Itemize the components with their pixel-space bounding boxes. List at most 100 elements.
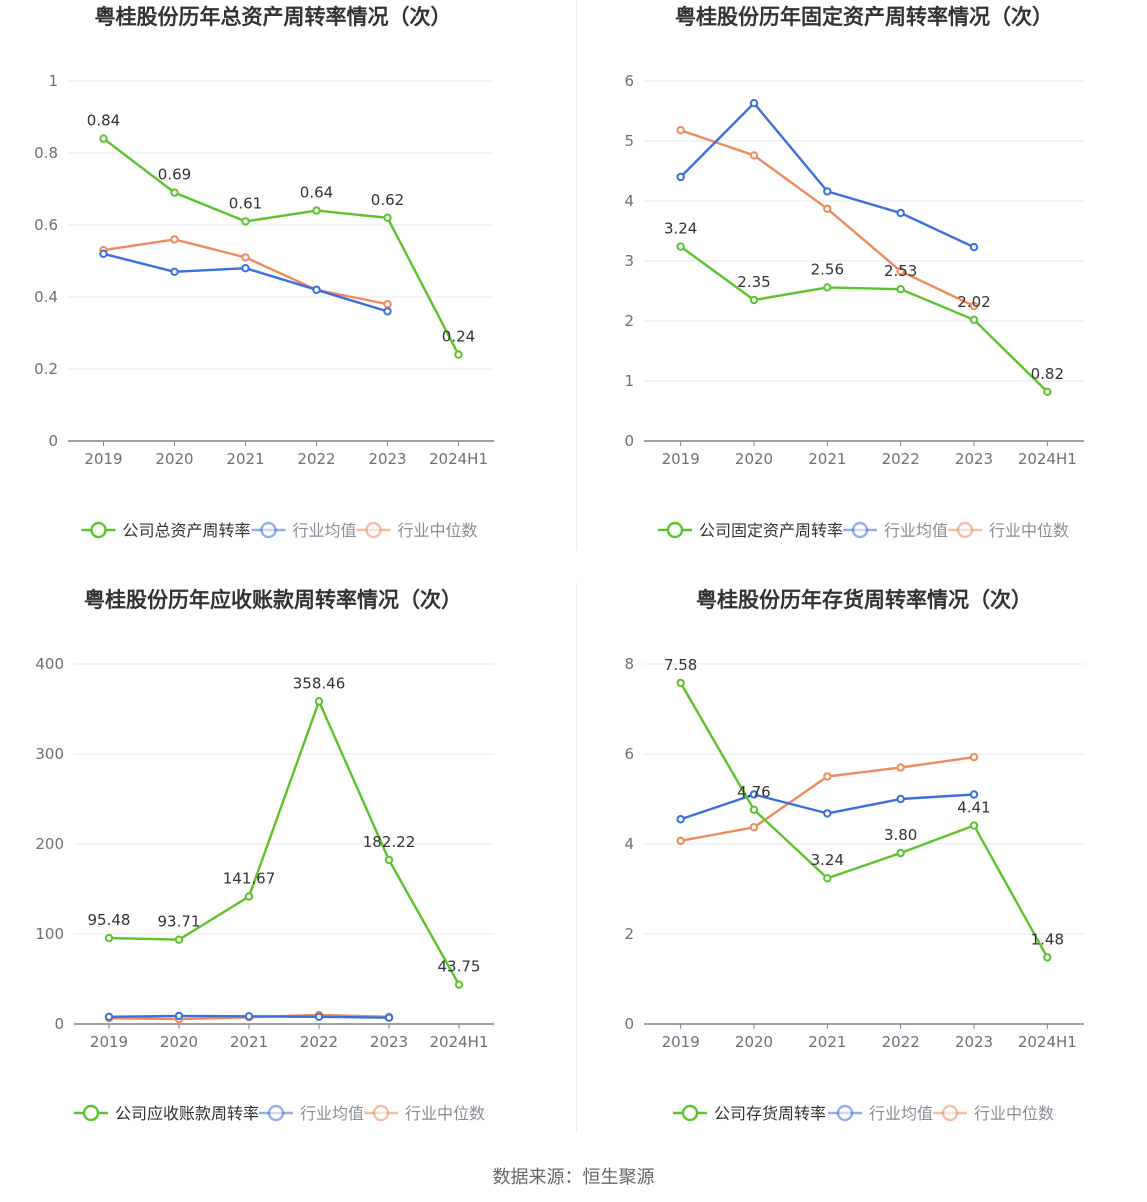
data-point[interactable]	[314, 1012, 324, 1021]
data-label: 0.64	[300, 184, 333, 202]
data-point[interactable]	[823, 772, 832, 781]
x-tick-label: 2023	[955, 1033, 993, 1051]
x-tick-label: 2020	[735, 450, 773, 468]
data-point[interactable]	[823, 204, 832, 214]
data-label: 0.82	[1031, 365, 1064, 383]
data-point[interactable]	[896, 267, 905, 276]
legend-marker-icon	[82, 1104, 100, 1122]
data-point[interactable]	[896, 794, 905, 804]
data-point[interactable]	[99, 249, 108, 259]
data-label: 2.35	[737, 273, 770, 291]
data-point[interactable]	[99, 134, 108, 143]
data-point[interactable]	[969, 821, 979, 830]
data-point[interactable]	[896, 763, 905, 772]
legend-item-1[interactable]: 行业均值	[251, 521, 357, 540]
data-point[interactable]	[170, 267, 179, 276]
data-point[interactable]	[454, 350, 463, 359]
y-tick-label: 4	[624, 192, 634, 210]
data-point[interactable]	[676, 172, 685, 182]
legend-item-1[interactable]: 行业均值	[259, 1104, 364, 1123]
legend-item-0[interactable]: 公司存货周转率	[673, 1104, 826, 1123]
data-point[interactable]	[969, 315, 979, 324]
data-point[interactable]	[1043, 387, 1052, 396]
y-tick-label: 0.2	[34, 360, 58, 378]
legend-label: 公司存货周转率	[714, 1104, 826, 1123]
data-point[interactable]	[454, 980, 464, 989]
data-point[interactable]	[749, 99, 759, 108]
data-point[interactable]	[749, 790, 759, 799]
series-line-1	[103, 252, 388, 313]
data-point[interactable]	[244, 892, 254, 901]
data-point[interactable]	[749, 805, 759, 815]
data-point[interactable]	[174, 1011, 184, 1021]
data-point[interactable]	[969, 301, 979, 311]
data-point[interactable]	[384, 1013, 394, 1022]
data-point[interactable]	[749, 823, 759, 832]
data-point[interactable]	[749, 151, 759, 160]
data-point[interactable]	[823, 283, 832, 292]
legend-item-0[interactable]: 公司总资产周转率	[81, 521, 251, 540]
y-tick-label: 3	[624, 252, 634, 270]
data-point[interactable]	[104, 1012, 114, 1021]
data-point[interactable]	[174, 935, 184, 944]
data-point[interactable]	[823, 809, 832, 818]
data-point[interactable]	[170, 188, 179, 197]
data-point[interactable]	[969, 243, 979, 252]
data-point[interactable]	[384, 855, 394, 865]
x-tick-label: 2024H1	[429, 450, 488, 468]
data-point[interactable]	[969, 790, 979, 799]
legend-label: 行业中位数	[398, 521, 478, 540]
data-point[interactable]	[314, 697, 324, 706]
y-tick-label: 200	[35, 835, 64, 853]
data-point[interactable]	[969, 752, 979, 762]
data-point[interactable]	[823, 187, 832, 196]
legend-marker-icon	[365, 521, 382, 539]
data-point[interactable]	[241, 217, 250, 226]
data-point[interactable]	[676, 836, 685, 846]
legend-item-2[interactable]: 行业中位数	[948, 521, 1069, 540]
legend-item-1[interactable]: 行业均值	[843, 521, 948, 540]
data-point[interactable]	[676, 678, 685, 688]
legend-item-0[interactable]: 公司应收账款周转率	[74, 1104, 259, 1123]
data-point[interactable]	[170, 235, 179, 244]
data-label: 358.46	[293, 674, 346, 692]
y-tick-label: 5	[624, 132, 634, 150]
legend-item-2[interactable]: 行业中位数	[356, 521, 478, 540]
data-point[interactable]	[383, 307, 392, 316]
data-point[interactable]	[676, 242, 685, 251]
data-point[interactable]	[383, 213, 392, 223]
y-tick-label: 2	[624, 312, 634, 330]
data-point[interactable]	[676, 815, 685, 824]
data-point[interactable]	[1043, 953, 1052, 962]
legend-item-2[interactable]: 行业中位数	[364, 1104, 485, 1123]
x-tick-label: 2020	[735, 1033, 773, 1051]
data-label: 0.24	[442, 328, 475, 346]
data-point[interactable]	[896, 208, 905, 218]
data-point[interactable]	[104, 933, 114, 943]
data-point[interactable]	[896, 285, 905, 294]
data-label: 3.24	[811, 851, 844, 869]
data-point[interactable]	[749, 295, 759, 305]
legend-item-1[interactable]: 行业均值	[828, 1104, 933, 1123]
data-label: 0.62	[371, 191, 404, 209]
data-point[interactable]	[241, 264, 250, 273]
legend-marker-icon	[681, 1104, 699, 1122]
legend-item-2[interactable]: 行业中位数	[933, 1104, 1054, 1123]
data-point[interactable]	[241, 253, 250, 262]
series-line-0	[679, 245, 1049, 393]
data-label: 4.76	[737, 783, 770, 801]
data-point[interactable]	[312, 206, 321, 215]
data-point[interactable]	[823, 874, 832, 883]
data-point[interactable]	[244, 1012, 254, 1021]
data-point[interactable]	[896, 848, 905, 858]
chart-svg: 粤桂股份历年固定资产周转率情况（次） 0 1 2 3 4 5 6 2019 2020 2021 202…	[624, 5, 1084, 540]
y-tick-label: 4	[624, 835, 634, 853]
x-tick-label: 2023	[368, 450, 406, 468]
data-point[interactable]	[312, 285, 321, 294]
data-point[interactable]	[676, 126, 685, 135]
legend-item-0[interactable]: 公司固定资产周转率	[658, 521, 843, 540]
chart-svg: 粤桂股份历年存货周转率情况（次） 0 2 4 6 8 2019 2020 2021 2022 202…	[624, 588, 1084, 1123]
series-line-0	[108, 700, 461, 986]
data-point[interactable]	[383, 300, 392, 309]
series-line-2	[680, 755, 975, 843]
